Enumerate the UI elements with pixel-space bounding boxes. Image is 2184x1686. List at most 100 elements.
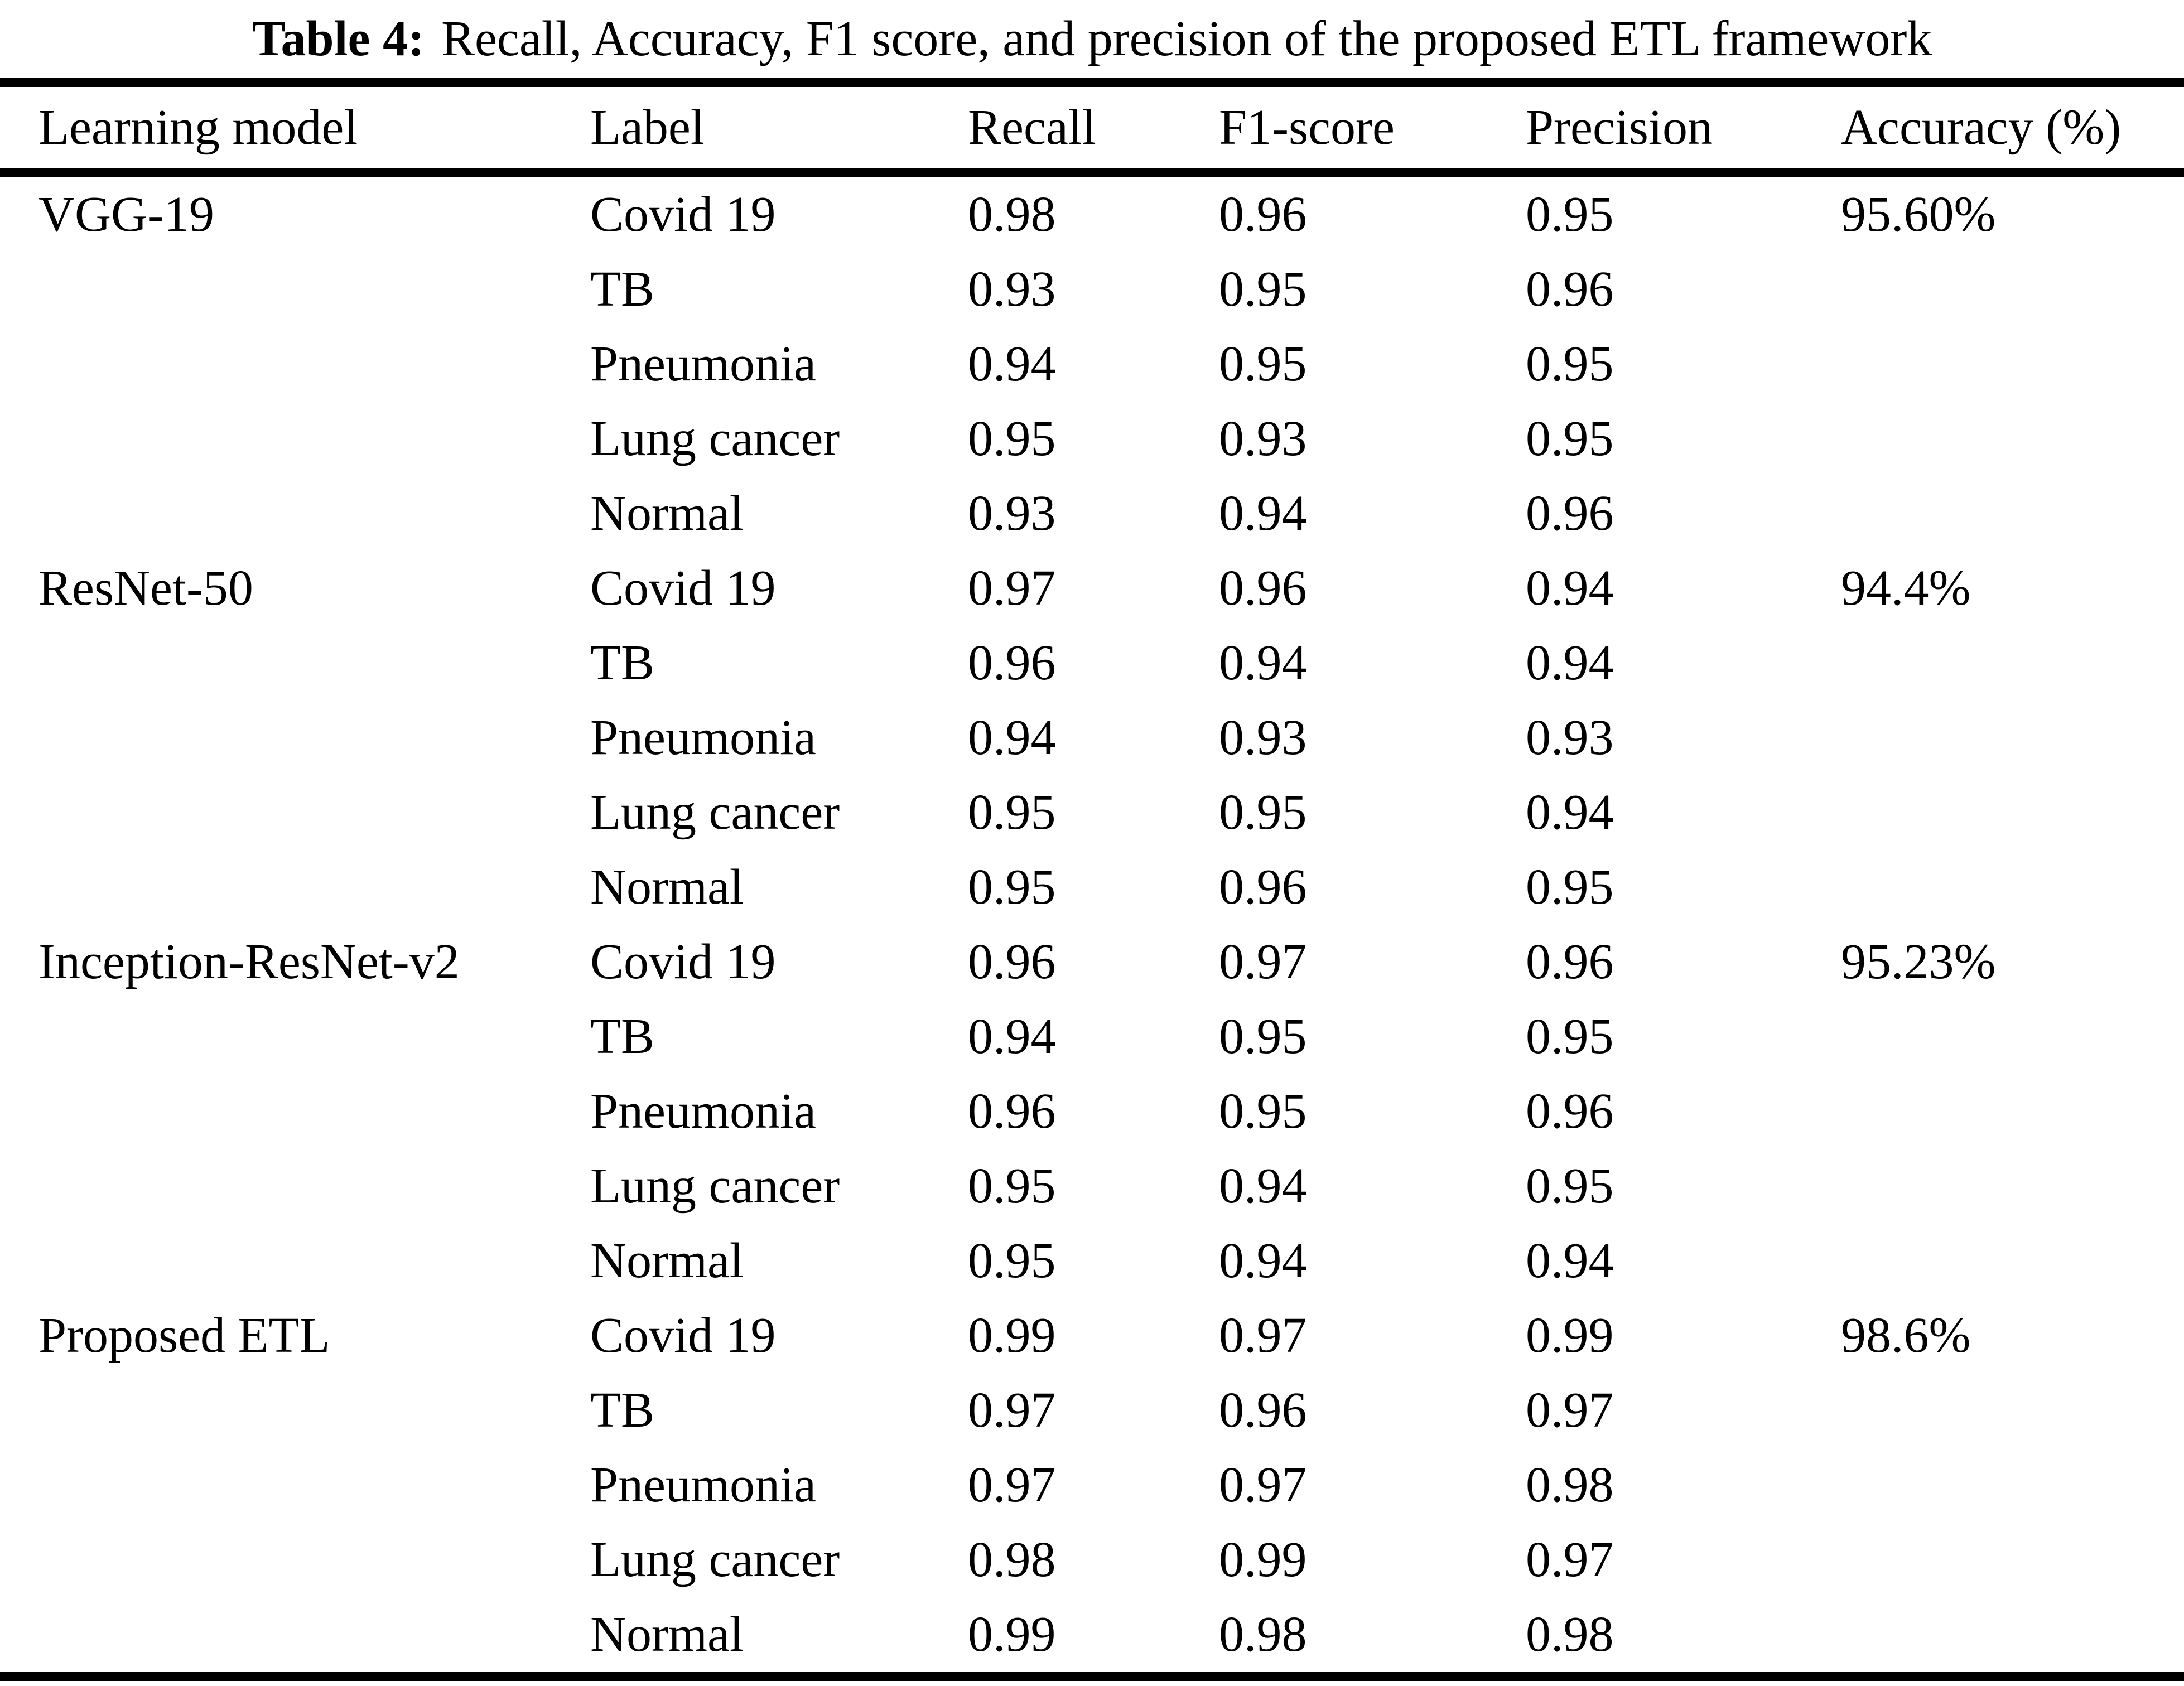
table-caption-label: Table 4: xyxy=(252,11,425,66)
cell-label: Lung cancer xyxy=(590,1532,840,1587)
cell-precision: 0.96 xyxy=(1526,934,1614,989)
table-header-row: Learning model Label Recall F1-score Pre… xyxy=(0,87,2184,168)
cell-recall: 0.95 xyxy=(968,859,1056,915)
cell-f1: 0.96 xyxy=(1219,561,1307,616)
cell-f1: 0.93 xyxy=(1219,411,1307,466)
cell-label: Lung cancer xyxy=(590,411,840,466)
cell-model: ResNet-50 xyxy=(38,561,253,616)
table-caption: Table 4: Recall, Accuracy, F1 score, and… xyxy=(0,0,2184,78)
cell-precision: 0.94 xyxy=(1526,785,1614,840)
cell-label: Pneumonia xyxy=(590,336,816,392)
cell-precision: 0.94 xyxy=(1526,1233,1614,1288)
cell-f1: 0.97 xyxy=(1219,934,1307,989)
cell-recall: 0.98 xyxy=(968,1532,1056,1587)
cell-recall: 0.93 xyxy=(968,486,1056,541)
cell-precision: 0.98 xyxy=(1526,1457,1614,1513)
cell-label: Normal xyxy=(590,1607,744,1662)
table-row: ResNet-50 Covid 19 0.97 0.96 0.94 94.4% xyxy=(0,551,2184,626)
cell-label: TB xyxy=(590,1383,655,1438)
cell-accuracy: 95.60% xyxy=(1841,187,1996,242)
cell-precision: 0.95 xyxy=(1526,1009,1614,1064)
table-row: TB 0.96 0.94 0.94 xyxy=(0,626,2184,701)
cell-f1: 0.94 xyxy=(1219,486,1307,541)
cell-label: Pneumonia xyxy=(590,1457,816,1513)
table-row: Lung cancer 0.95 0.93 0.95 xyxy=(0,402,2184,476)
table-row: Pneumonia 0.94 0.95 0.95 xyxy=(0,327,2184,402)
cell-f1: 0.98 xyxy=(1219,1607,1307,1662)
cell-recall: 0.95 xyxy=(968,411,1056,466)
cell-precision: 0.95 xyxy=(1526,187,1614,242)
table-bottom-rule xyxy=(0,1672,2184,1681)
cell-precision: 0.99 xyxy=(1526,1308,1614,1363)
cell-f1: 0.96 xyxy=(1219,859,1307,915)
cell-precision: 0.95 xyxy=(1526,1158,1614,1214)
table-row: Inception-ResNet-v2 Covid 19 0.96 0.97 0… xyxy=(0,925,2184,999)
cell-label: Pneumonia xyxy=(590,1084,816,1139)
table-row: Pneumonia 0.94 0.93 0.93 xyxy=(0,701,2184,775)
cell-f1: 0.93 xyxy=(1219,710,1307,765)
cell-label: TB xyxy=(590,1009,655,1064)
table-row: VGG-19 Covid 19 0.98 0.96 0.95 95.60% xyxy=(0,177,2184,252)
cell-recall: 0.98 xyxy=(968,187,1056,242)
cell-label: Lung cancer xyxy=(590,785,840,840)
table-row: Lung cancer 0.98 0.99 0.97 xyxy=(0,1523,2184,1597)
cell-accuracy: 94.4% xyxy=(1841,561,1971,616)
cell-recall: 0.94 xyxy=(968,336,1056,392)
cell-recall: 0.99 xyxy=(968,1308,1056,1363)
cell-recall: 0.94 xyxy=(968,710,1056,765)
table-top-rule xyxy=(0,78,2184,87)
cell-f1: 0.97 xyxy=(1219,1457,1307,1513)
table-row: TB 0.97 0.96 0.97 xyxy=(0,1373,2184,1448)
table-caption-text: Recall, Accuracy, F1 score, and precisio… xyxy=(441,11,1932,66)
cell-label: Lung cancer xyxy=(590,1158,840,1214)
cell-recall: 0.96 xyxy=(968,635,1056,690)
header-label: Label xyxy=(590,100,705,155)
cell-recall: 0.95 xyxy=(968,1158,1056,1214)
cell-recall: 0.94 xyxy=(968,1009,1056,1064)
table-row: Lung cancer 0.95 0.94 0.95 xyxy=(0,1149,2184,1224)
cell-precision: 0.98 xyxy=(1526,1607,1614,1662)
cell-label: Covid 19 xyxy=(590,561,776,616)
cell-recall: 0.97 xyxy=(968,1457,1056,1513)
cell-precision: 0.94 xyxy=(1526,561,1614,616)
cell-precision: 0.93 xyxy=(1526,710,1614,765)
cell-recall: 0.93 xyxy=(968,262,1056,317)
table-row: Normal 0.95 0.96 0.95 xyxy=(0,850,2184,925)
cell-f1: 0.94 xyxy=(1219,1158,1307,1214)
cell-f1: 0.99 xyxy=(1219,1532,1307,1587)
table-row: Pneumonia 0.96 0.95 0.96 xyxy=(0,1074,2184,1149)
cell-precision: 0.95 xyxy=(1526,336,1614,392)
cell-precision: 0.97 xyxy=(1526,1532,1614,1587)
cell-f1: 0.95 xyxy=(1219,262,1307,317)
cell-label: Normal xyxy=(590,859,744,915)
cell-f1: 0.97 xyxy=(1219,1308,1307,1363)
cell-accuracy: 95.23% xyxy=(1841,934,1996,989)
cell-f1: 0.95 xyxy=(1219,785,1307,840)
cell-f1: 0.95 xyxy=(1219,1009,1307,1064)
table-row: TB 0.94 0.95 0.95 xyxy=(0,999,2184,1074)
header-recall: Recall xyxy=(968,100,1096,155)
cell-label: TB xyxy=(590,635,655,690)
table-row: Normal 0.93 0.94 0.96 xyxy=(0,476,2184,551)
cell-label: Covid 19 xyxy=(590,934,776,989)
cell-precision: 0.94 xyxy=(1526,635,1614,690)
cell-precision: 0.95 xyxy=(1526,411,1614,466)
table-row: Pneumonia 0.97 0.97 0.98 xyxy=(0,1448,2184,1523)
table-row: Proposed ETL Covid 19 0.99 0.97 0.99 98.… xyxy=(0,1298,2184,1373)
cell-recall: 0.99 xyxy=(968,1607,1056,1662)
table-header-rule xyxy=(0,168,2184,177)
cell-label: Normal xyxy=(590,1233,744,1288)
cell-precision: 0.96 xyxy=(1526,262,1614,317)
cell-recall: 0.95 xyxy=(968,785,1056,840)
cell-model: VGG-19 xyxy=(38,187,214,242)
cell-recall: 0.95 xyxy=(968,1233,1056,1288)
cell-model: Inception-ResNet-v2 xyxy=(38,934,460,989)
cell-label: Normal xyxy=(590,486,744,541)
table-row: Lung cancer 0.95 0.95 0.94 xyxy=(0,775,2184,850)
cell-accuracy: 98.6% xyxy=(1841,1308,1971,1363)
cell-precision: 0.97 xyxy=(1526,1383,1614,1438)
cell-f1: 0.95 xyxy=(1219,1084,1307,1139)
cell-recall: 0.97 xyxy=(968,561,1056,616)
cell-label: Covid 19 xyxy=(590,187,776,242)
